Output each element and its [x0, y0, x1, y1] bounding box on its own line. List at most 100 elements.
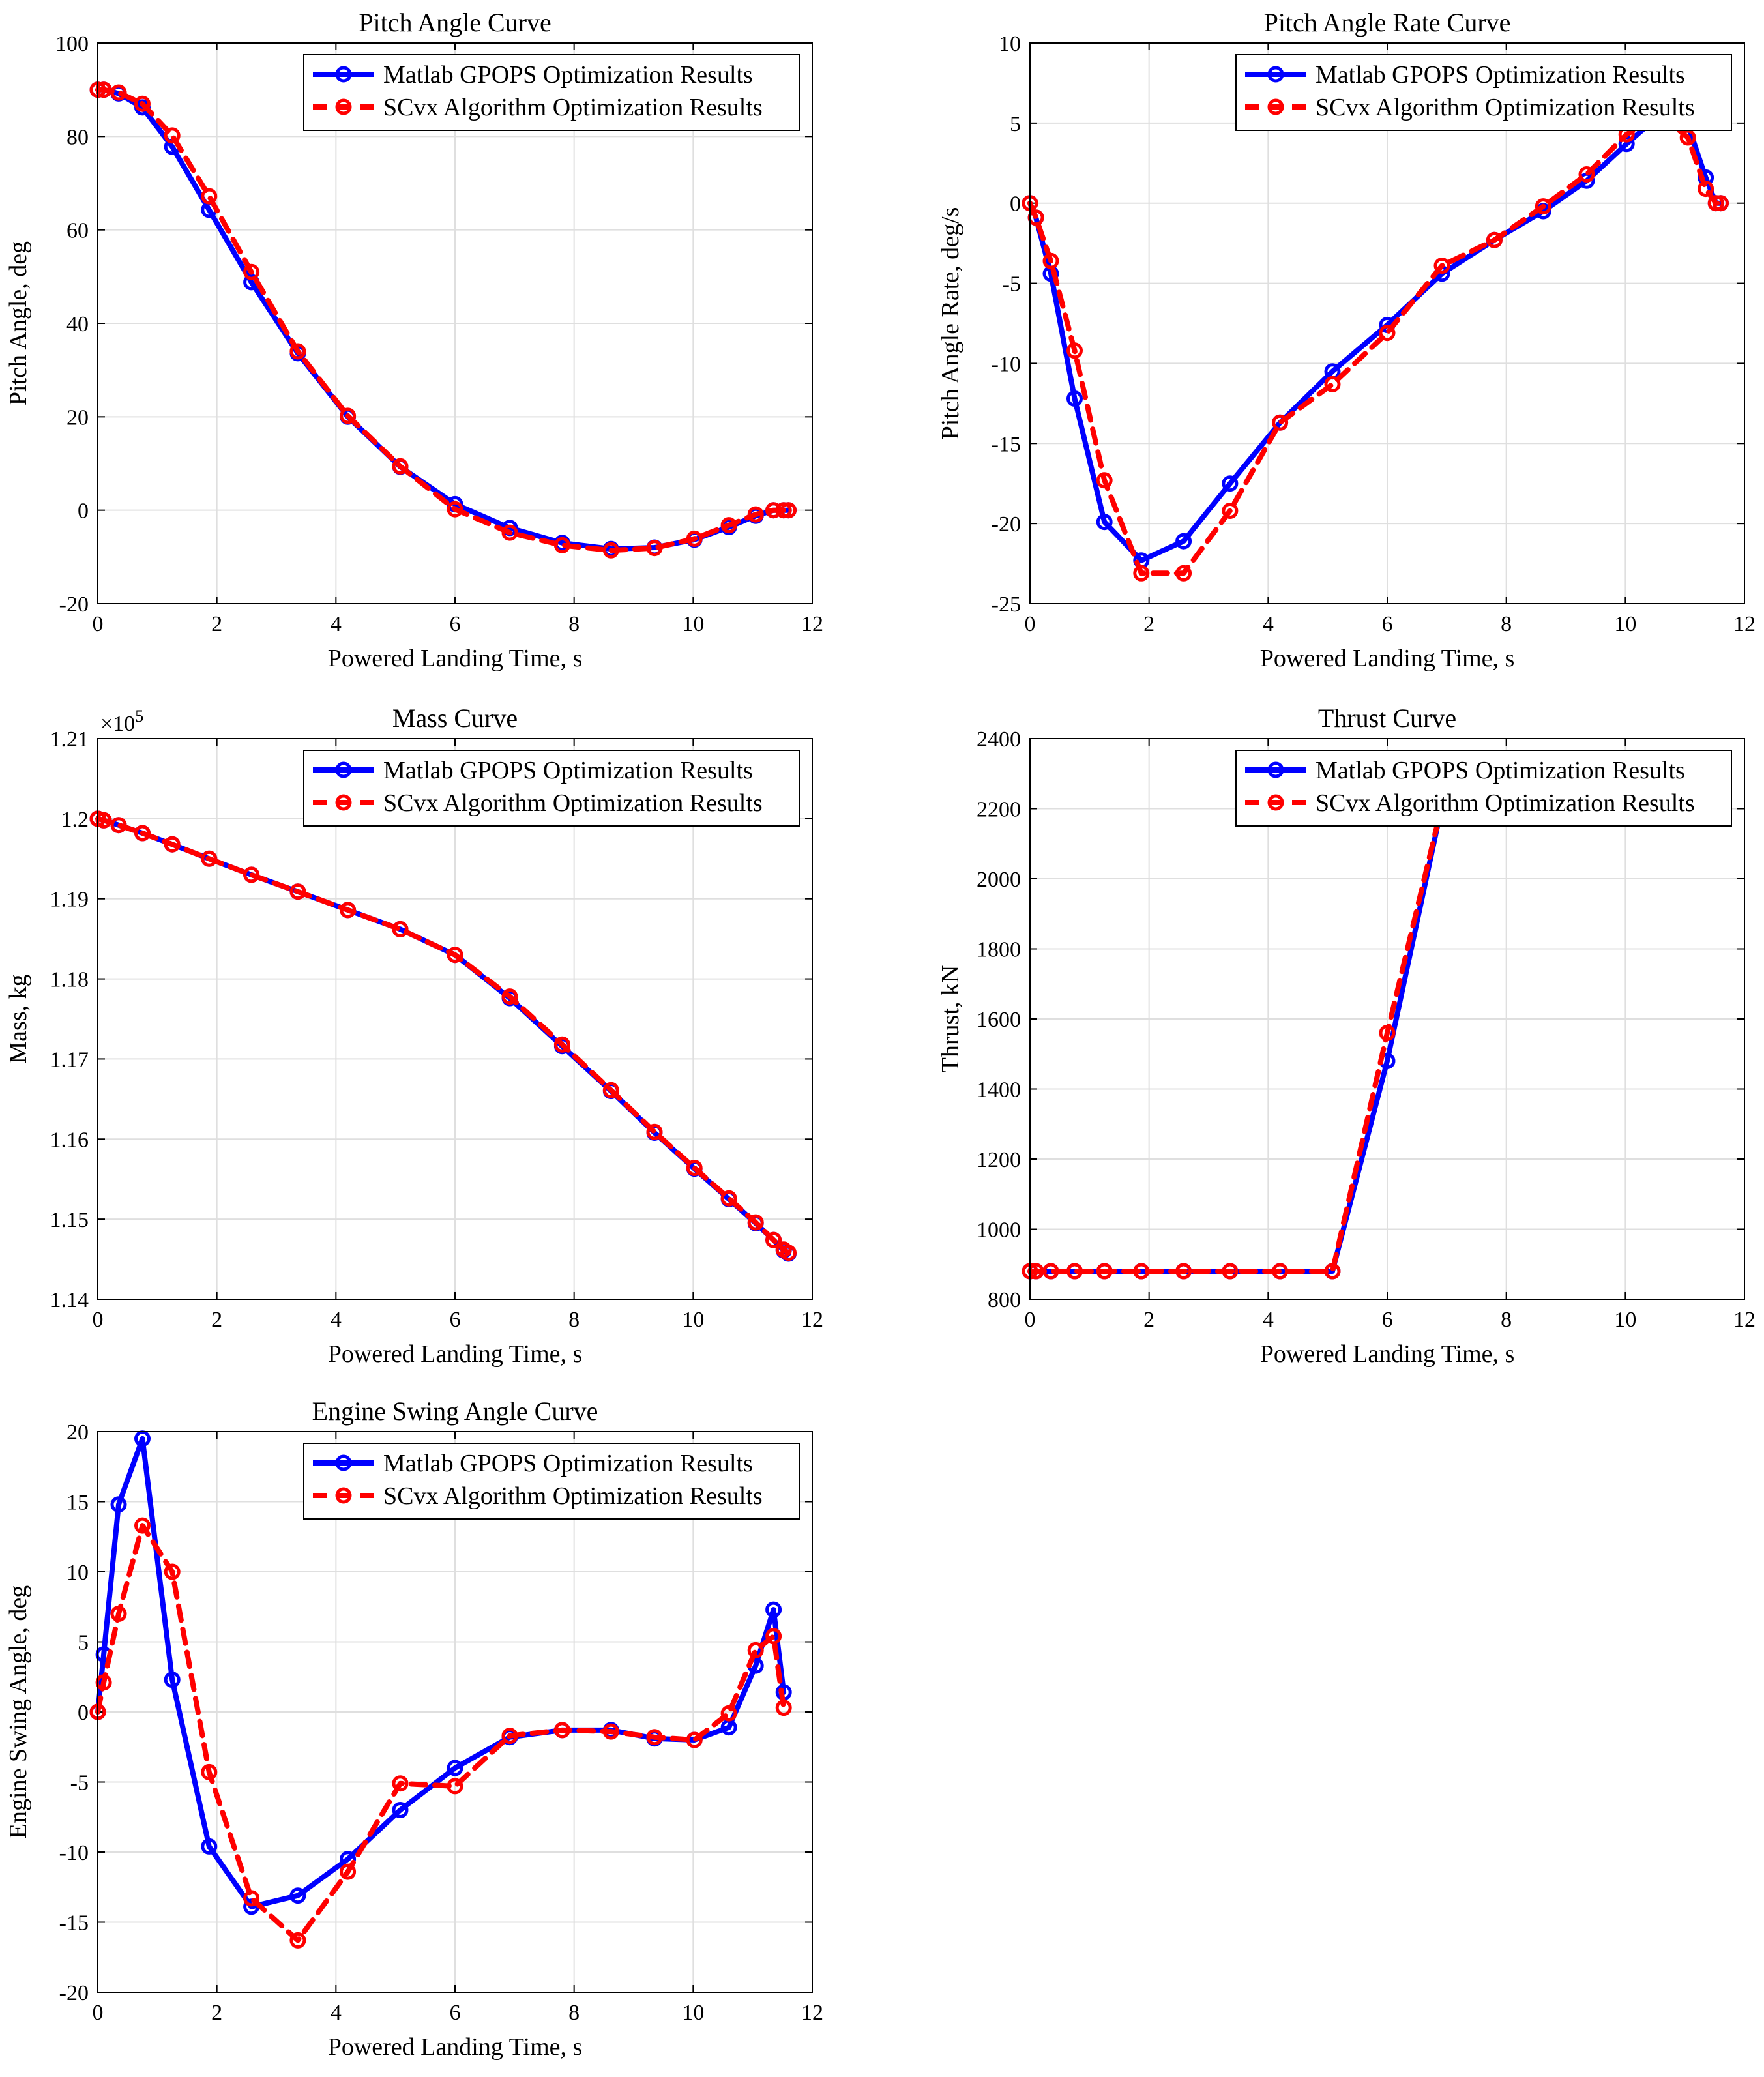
x-axis-label: Powered Landing Time, s: [1260, 645, 1515, 672]
legend-marker: [335, 761, 352, 778]
data-point: [747, 506, 764, 523]
data-point: [392, 1802, 409, 1818]
data-point: [289, 883, 306, 900]
y-tick-label: 1.14: [50, 1288, 89, 1312]
data-point: [340, 1863, 357, 1880]
y-tick-label: 10: [66, 1561, 89, 1585]
data-point: [201, 188, 218, 205]
data-point: [1175, 1263, 1192, 1280]
x-tick-label: 2: [1143, 1308, 1154, 1332]
data-point: [1042, 252, 1059, 269]
data-point: [447, 947, 463, 964]
data-point: [1578, 166, 1595, 183]
legend-box: [303, 750, 800, 827]
x-tick-label: 10: [1614, 612, 1636, 636]
data-point: [447, 501, 463, 518]
x-axis-label: Powered Landing Time, s: [1260, 1340, 1515, 1368]
data-point: [340, 902, 357, 919]
y-tick-label: 0: [78, 499, 89, 523]
y-tick-label: 1.15: [50, 1208, 89, 1232]
y-tick-label: 2400: [977, 728, 1021, 752]
x-tick-label: 2: [211, 612, 222, 636]
legend: Matlab GPOPS Optimization Results SCvx Al…: [303, 750, 800, 827]
x-tick-label: 6: [450, 2001, 461, 2025]
x-tick-label: 0: [93, 1308, 104, 1332]
data-point: [201, 850, 218, 867]
axes-frame: [97, 738, 813, 1300]
data-point: [164, 127, 181, 144]
data-point: [392, 1775, 409, 1792]
data-point: [164, 836, 181, 853]
legend-marker: [1267, 98, 1284, 115]
data-point: [1066, 390, 1083, 407]
data-point: [780, 1245, 797, 1261]
data-point: [110, 84, 127, 101]
x-tick-label: 4: [1263, 1308, 1274, 1332]
data-point: [340, 407, 357, 424]
data-point: [447, 1760, 463, 1776]
chart-title: Thrust Curve: [1318, 703, 1456, 733]
x-tick-label: 10: [682, 612, 704, 636]
legend-marker: [335, 1487, 352, 1504]
x-tick-label: 12: [801, 1308, 823, 1332]
data-point: [1486, 231, 1503, 248]
data-point: [1324, 1263, 1341, 1280]
legend: Matlab GPOPS Optimization Results SCvx Al…: [303, 1443, 800, 1520]
y-tick-label: -10: [59, 1841, 89, 1865]
data-point: [392, 921, 409, 937]
data-point: [646, 1123, 663, 1140]
chart-engine-swing: 0 2 4 6 8 10 12 -20 -15 -10 -5 0 5 10 15 20 Engine Swing…: [5, 1396, 823, 2061]
x-tick-label: 10: [682, 1308, 704, 1332]
data-point: [1042, 1263, 1059, 1280]
data-point: [164, 1563, 181, 1580]
data-point: [686, 1731, 703, 1748]
data-point: [164, 1672, 181, 1688]
data-point: [1096, 472, 1113, 489]
legend: Matlab GPOPS Optimization Results SCvx Al…: [1235, 54, 1732, 131]
data-point: [501, 1728, 518, 1745]
y-tick-label: -20: [59, 593, 89, 617]
x-tick-label: 2: [1143, 612, 1154, 636]
x-tick-label: 6: [1382, 612, 1393, 636]
axes-frame: [1029, 738, 1745, 1300]
data-point: [765, 1628, 782, 1645]
chart-thrust: 0 2 4 6 8 10 12 800 1000 1200 1400 1600 1800 2000 2200…: [937, 703, 1756, 1368]
chart-title: Mass Curve: [392, 703, 518, 733]
series-scvx: [89, 81, 797, 559]
data-point: [289, 1932, 306, 1949]
data-point: [1535, 198, 1551, 215]
data-point: [1713, 195, 1729, 212]
data-point: [1175, 565, 1192, 582]
y-tick-label: -5: [1003, 273, 1021, 297]
x-tick-label: 10: [682, 2001, 704, 2025]
y-tick-label: -25: [992, 593, 1021, 617]
legend-box: [303, 54, 800, 131]
y-tick-label: 40: [66, 312, 89, 336]
y-tick-label: 1.19: [50, 888, 89, 912]
y-tick-label: -5: [70, 1771, 89, 1795]
data-point: [201, 1838, 218, 1855]
data-point: [602, 1082, 619, 1098]
data-point: [720, 1190, 737, 1207]
x-tick-label: 0: [93, 612, 104, 636]
x-tick-label: 8: [568, 612, 580, 636]
data-point: [765, 1231, 782, 1248]
data-point: [602, 542, 619, 559]
data-point: [1133, 1263, 1150, 1280]
y-tick-label: 1.18: [50, 968, 89, 992]
y-tick-label: 5: [78, 1631, 89, 1655]
x-axis-label: Powered Landing Time, s: [328, 2033, 583, 2061]
y-axis-label: Thrust, kN: [937, 965, 964, 1073]
legend: Matlab GPOPS Optimization Results SCvx Al…: [1235, 750, 1732, 827]
series-scvx: [89, 810, 797, 1261]
data-point: [646, 1729, 663, 1746]
data-point: [720, 1705, 737, 1722]
x-tick-label: 8: [1501, 612, 1512, 636]
data-point: [1222, 503, 1239, 519]
x-tick-label: 2: [211, 2001, 222, 2025]
legend: Matlab GPOPS Optimization Results SCvx Al…: [303, 54, 800, 131]
data-point: [201, 1763, 218, 1780]
data-point: [747, 1642, 764, 1658]
y-tick-label: 10: [999, 32, 1021, 56]
data-point: [553, 1036, 570, 1053]
